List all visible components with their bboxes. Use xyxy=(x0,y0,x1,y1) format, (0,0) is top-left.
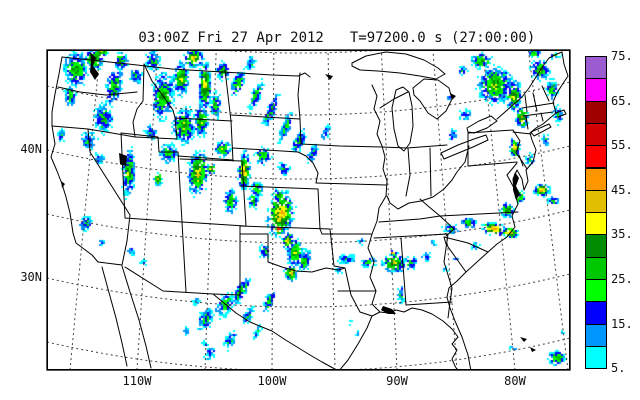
colorbar-cell xyxy=(585,279,607,303)
lat-tick-label: 30N xyxy=(20,270,42,284)
colorbar-cell xyxy=(585,56,607,80)
map-frame xyxy=(47,50,570,370)
colorbar-cell xyxy=(585,167,607,191)
meridian-gridline xyxy=(136,50,159,370)
plot-title: 03:00Z Fri 27 Apr 2012 T=97200.0 s (27:00… xyxy=(0,14,640,62)
meridian-gridline xyxy=(204,50,217,370)
colorbar-cell xyxy=(585,145,607,169)
parallel-gridline xyxy=(212,50,388,54)
lon-tick-label: 80W xyxy=(504,374,526,388)
colorbar-cell xyxy=(585,100,607,124)
meridian-gridline xyxy=(271,50,275,370)
colorbar-tick-label: 15. xyxy=(611,316,633,331)
meridian-gridline xyxy=(327,50,336,370)
reflectivity-field-canvas xyxy=(47,50,570,370)
colorbar-tick-label: 55. xyxy=(611,138,633,153)
puget-sound-icon xyxy=(90,52,99,80)
meridian-gridline xyxy=(69,50,101,370)
lon-tick-label: 90W xyxy=(386,374,408,388)
colorbar-cell xyxy=(585,234,607,258)
colorbar-tick-label: 45. xyxy=(611,182,633,197)
bahamas-icon xyxy=(520,337,527,342)
colorbar-cell xyxy=(585,256,607,280)
lon-tick-label: 110W xyxy=(122,374,152,388)
valid-time-text: 03:00Z Fri 27 Apr 2012 xyxy=(138,30,324,46)
mississippi-delta-icon xyxy=(381,306,396,314)
lon-tick-label: 100W xyxy=(257,374,287,388)
colorbar-cell xyxy=(585,301,607,325)
meridian-gridline xyxy=(432,50,458,370)
colorbar-cell xyxy=(585,212,607,236)
colorbar-cell xyxy=(585,122,607,147)
nipissing-lake-icon xyxy=(450,93,456,100)
colorbar-tick-label: 5. xyxy=(611,361,626,376)
forecast-time-text: T=97200.0 s (27:00:00) xyxy=(349,30,536,46)
sf-bay-icon xyxy=(61,181,65,188)
colorbar-cell xyxy=(585,323,607,347)
colorbar-tick-label: 25. xyxy=(611,272,633,286)
colorbar-tick-label: 75. xyxy=(611,49,633,63)
colorbar-cell xyxy=(585,78,607,102)
lat-tick-label: 40N xyxy=(20,142,42,156)
colorbar-cell xyxy=(585,345,607,370)
colorbar-tick-label: 35. xyxy=(611,227,633,242)
colorbar-cell xyxy=(585,189,607,214)
water-features xyxy=(61,52,536,352)
meridian-gridline xyxy=(380,50,398,370)
colorbar-tick-label: 65. xyxy=(611,93,633,108)
great-salt-lake-icon xyxy=(119,153,127,166)
mn-lakes-icon xyxy=(325,74,333,80)
latlon-gridlines xyxy=(47,50,570,370)
meridian-gridline xyxy=(482,50,516,370)
chesapeake-bay-icon xyxy=(513,172,520,200)
meridian-gridline xyxy=(527,50,569,370)
bahamas-icon xyxy=(530,347,536,352)
state-boundaries xyxy=(50,51,569,370)
